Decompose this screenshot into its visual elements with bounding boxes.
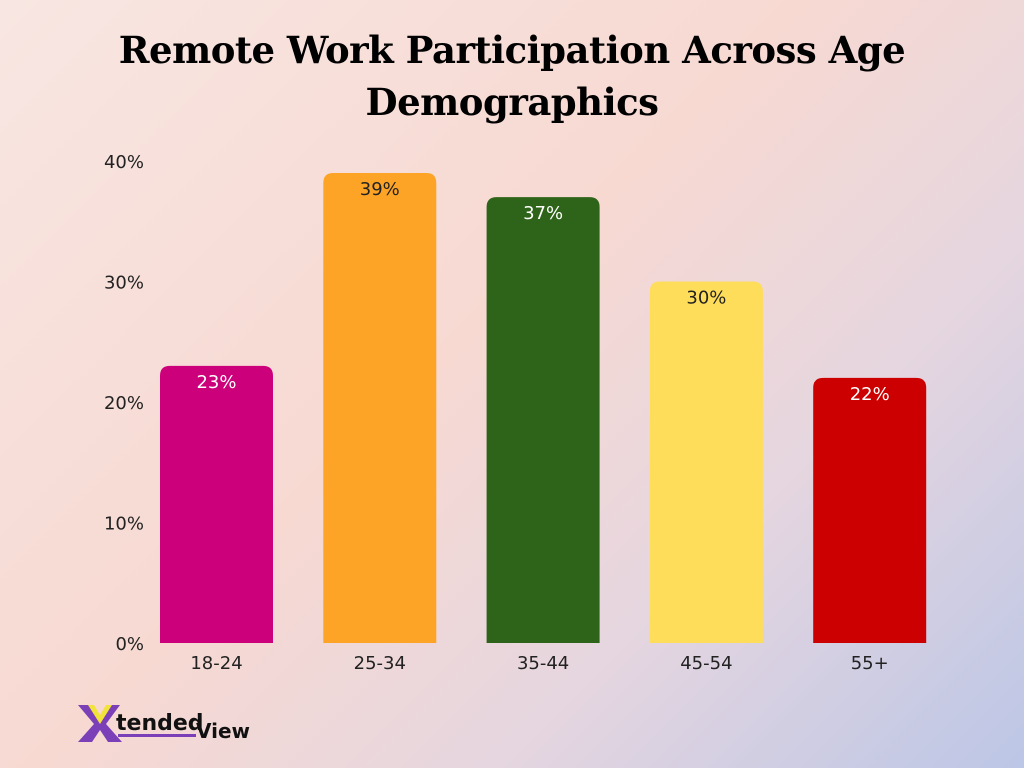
chart-title: Remote Work Participation Across Age Dem… <box>0 24 1024 128</box>
y-tick-label: 0% <box>115 634 144 655</box>
y-tick-label: 20% <box>104 393 144 414</box>
bar-35-44 <box>486 197 600 643</box>
bar-45-54 <box>649 281 763 643</box>
data-label: 22% <box>850 384 890 405</box>
svg-text:tended: tended <box>116 711 204 736</box>
x-tick-label: 25-34 <box>354 653 406 674</box>
data-label: 30% <box>686 288 726 309</box>
y-tick-label: 30% <box>104 273 144 294</box>
bar-25-34 <box>323 173 437 644</box>
y-tick-label: 10% <box>104 514 144 535</box>
chart-title-line-2: Demographics <box>365 80 659 124</box>
chart-title-line-1: Remote Work Participation Across Age <box>118 28 906 72</box>
xtendedview-logo: tended View <box>78 705 250 743</box>
x-tick-label: 18-24 <box>190 653 242 674</box>
x-tick-label: 45-54 <box>680 653 732 674</box>
bar-18-24 <box>160 365 273 643</box>
bar-55+ <box>813 377 927 643</box>
x-tick-label: 55+ <box>851 653 889 674</box>
data-label: 37% <box>523 203 563 224</box>
data-label: 23% <box>196 372 236 393</box>
data-label: 39% <box>360 179 400 200</box>
y-tick-label: 40% <box>104 152 144 173</box>
svg-text:View: View <box>196 719 250 743</box>
x-tick-label: 35-44 <box>517 653 569 674</box>
